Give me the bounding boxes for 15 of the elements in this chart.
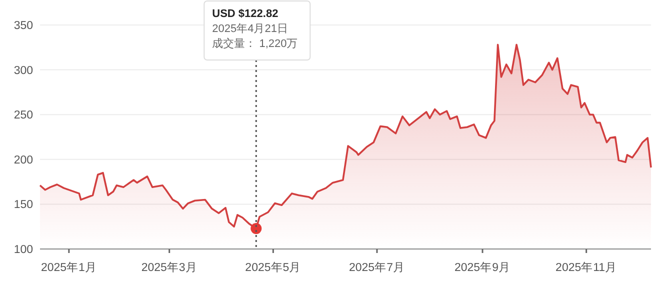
x-tick-label: 2025年5月 (245, 261, 302, 274)
x-tick-label: 2025年7月 (348, 261, 405, 274)
x-tick-label: 2025年3月 (141, 261, 198, 274)
y-tick-label: 100 (14, 244, 33, 256)
x-tick-label: 2025年9月 (454, 261, 510, 274)
y-tick-label: 150 (14, 199, 33, 212)
y-tick-label: 350 (14, 20, 33, 32)
annotation: 成交量： 1,220万 (212, 37, 298, 50)
annotation: 2025年4月21日 (212, 23, 288, 35)
y-tick-label: 300 (14, 64, 33, 77)
y-tick-label: 250 (14, 110, 33, 122)
x-tick-label: 2025年1月 (40, 261, 97, 274)
y-tick-label: 200 (14, 154, 33, 166)
x-tick-label: 2025年11月 (556, 261, 618, 274)
text: USD $122.82 (212, 8, 278, 20)
